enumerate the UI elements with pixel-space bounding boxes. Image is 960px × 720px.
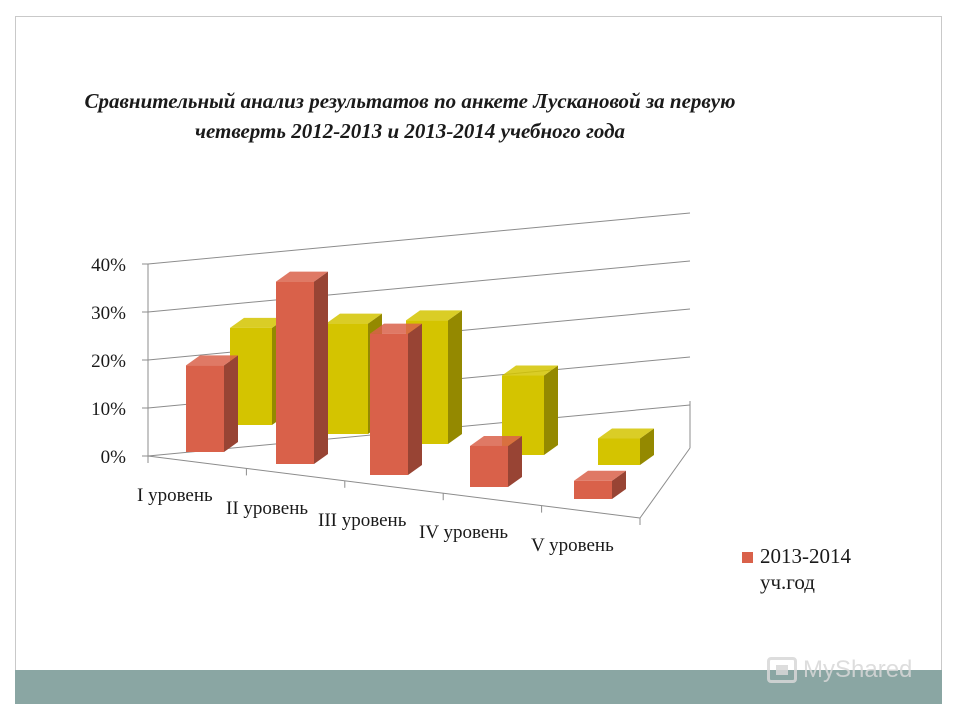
bar-series2 [186,365,224,452]
bar-series1 [598,438,640,465]
legend-swatch-2013-2014 [742,552,753,563]
bar-series2-top [574,470,626,481]
bar-series1-top [406,310,462,321]
y-tick-label: 30% [91,303,126,324]
bar-series1-top [598,428,654,439]
slide-frame [15,16,942,704]
slide-bottom-band [15,670,942,704]
presentation-icon [767,657,797,683]
bar-series2-side [224,355,238,452]
floor-right-edge [639,447,691,519]
bar-series1-top [502,365,558,376]
x-category-label: II уровень [226,498,308,519]
bar-series2 [276,281,314,464]
bar-series2-top [370,323,422,334]
watermark-logo: MyShared [767,656,912,684]
bar-series2-side [408,323,422,475]
bar-series1-side [448,310,462,444]
bar-series2-side [508,435,522,487]
x-category-label: III уровень [318,510,407,531]
y-tick-label: 40% [91,255,126,276]
bar-series2 [370,333,408,475]
floor-front-edge [147,455,641,519]
legend-label-2013-2014: 2013-2014 уч.год [760,544,851,594]
gridline [147,260,691,313]
bar-series2 [574,480,612,499]
bar-series2-top [470,435,522,446]
bar-series1-top [230,317,286,328]
bar-series2-side [612,470,626,499]
bar-series2 [470,445,508,487]
chart-legend: 2013-2014 уч.год [742,543,900,595]
bar-series1-top [326,313,382,324]
y-tick-label: 10% [91,399,126,420]
watermark-text: MyShared [803,656,913,683]
bar-series2-top [276,271,328,282]
bar-series2-top [186,355,238,366]
x-category-label: I уровень [137,485,213,506]
bar-series1-side [640,428,654,465]
y-tick-label: 20% [91,351,126,372]
y-tick-label: 0% [101,447,127,468]
x-category-label: V уровень [531,535,614,556]
chart-title: Сравнительный анализ результатов по анке… [84,89,736,143]
gridline [147,212,691,265]
bar-series2-side [314,271,328,464]
x-category-label: IV уровень [419,522,508,543]
bar-series1-side [544,365,558,455]
bar-series1 [326,323,368,434]
